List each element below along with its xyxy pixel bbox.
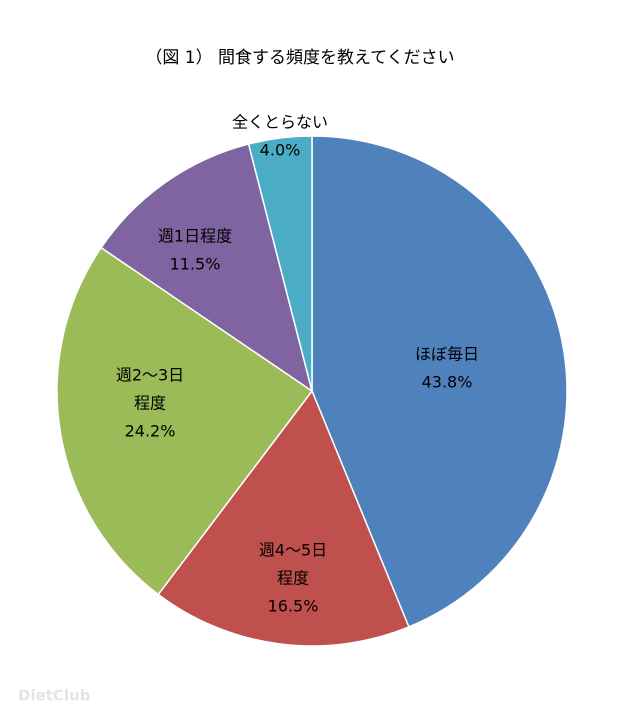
slice-label: 全くとらない xyxy=(232,113,328,132)
pie-slice xyxy=(247,135,313,392)
value-label: 11.5% xyxy=(170,255,221,274)
value-label: 43.8% xyxy=(422,373,473,392)
slice-label: 週4～5日 xyxy=(259,541,327,560)
watermark: DietClub xyxy=(18,687,91,705)
chart-title: （図 1） 間食する頻度を教えてください xyxy=(145,48,454,68)
pie-slice xyxy=(100,143,314,393)
slice-label: ほぼ毎日 xyxy=(415,345,479,364)
pie-slice xyxy=(56,246,314,596)
slice-label: 程度 xyxy=(277,569,309,588)
slice-label: 週1日程度 xyxy=(158,227,232,246)
value-label: 4.0% xyxy=(260,141,301,160)
pie-slice xyxy=(311,135,568,628)
slice-label: 程度 xyxy=(134,394,166,413)
value-label: 16.5% xyxy=(268,597,319,616)
value-label: 24.2% xyxy=(125,422,176,441)
slice-label: 週2～3日 xyxy=(116,366,184,385)
pie-slice xyxy=(157,389,410,647)
